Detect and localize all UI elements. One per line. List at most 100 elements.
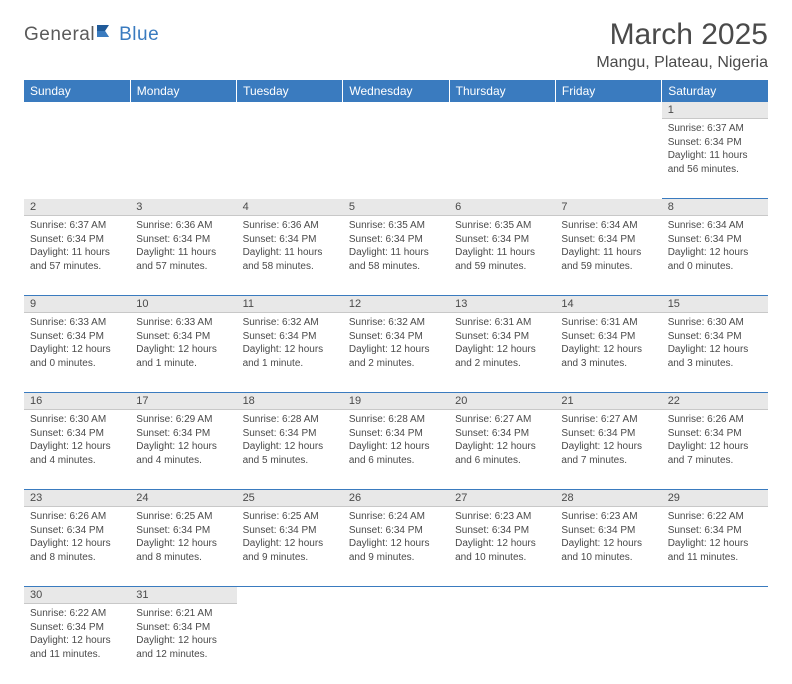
day-number-cell: 30 <box>24 587 130 604</box>
day-content-cell: Sunrise: 6:28 AMSunset: 6:34 PMDaylight:… <box>343 410 449 490</box>
logo: General Blue <box>24 24 159 46</box>
day-number-cell: 12 <box>343 296 449 313</box>
weekday-header: Friday <box>555 80 661 102</box>
day-number-cell <box>449 587 555 604</box>
day-content-cell: Sunrise: 6:28 AMSunset: 6:34 PMDaylight:… <box>237 410 343 490</box>
day-number-cell <box>449 102 555 119</box>
weekday-header: Tuesday <box>237 80 343 102</box>
weekday-header: Thursday <box>449 80 555 102</box>
day-number-cell <box>24 102 130 119</box>
day-content-cell <box>343 604 449 684</box>
day-number-cell: 1 <box>662 102 768 119</box>
day-number-cell <box>555 102 661 119</box>
day-content-cell: Sunrise: 6:32 AMSunset: 6:34 PMDaylight:… <box>237 313 343 393</box>
day-content-cell <box>449 119 555 199</box>
day-content-cell: Sunrise: 6:36 AMSunset: 6:34 PMDaylight:… <box>130 216 236 296</box>
day-number-cell: 2 <box>24 199 130 216</box>
day-content-cell: Sunrise: 6:34 AMSunset: 6:34 PMDaylight:… <box>662 216 768 296</box>
day-number-cell: 27 <box>449 490 555 507</box>
day-number-row: 23242526272829 <box>24 490 768 507</box>
day-number-cell: 14 <box>555 296 661 313</box>
day-content-cell: Sunrise: 6:29 AMSunset: 6:34 PMDaylight:… <box>130 410 236 490</box>
day-number-cell: 5 <box>343 199 449 216</box>
header: General Blue March 2025 Mangu, Plateau, … <box>24 18 768 72</box>
day-number-cell <box>555 587 661 604</box>
day-number-cell <box>237 102 343 119</box>
day-content-cell: Sunrise: 6:26 AMSunset: 6:34 PMDaylight:… <box>24 507 130 587</box>
weekday-header-row: Sunday Monday Tuesday Wednesday Thursday… <box>24 80 768 102</box>
weekday-header: Wednesday <box>343 80 449 102</box>
day-number-cell: 22 <box>662 393 768 410</box>
day-number-cell: 19 <box>343 393 449 410</box>
day-number-cell: 4 <box>237 199 343 216</box>
day-content-row: Sunrise: 6:22 AMSunset: 6:34 PMDaylight:… <box>24 604 768 684</box>
location: Mangu, Plateau, Nigeria <box>596 54 768 72</box>
day-number-row: 1 <box>24 102 768 119</box>
day-content-cell: Sunrise: 6:31 AMSunset: 6:34 PMDaylight:… <box>449 313 555 393</box>
day-content-cell <box>662 604 768 684</box>
day-number-cell: 25 <box>237 490 343 507</box>
day-content-cell: Sunrise: 6:35 AMSunset: 6:34 PMDaylight:… <box>449 216 555 296</box>
day-number-cell: 31 <box>130 587 236 604</box>
day-number-cell: 17 <box>130 393 236 410</box>
day-content-cell <box>24 119 130 199</box>
day-content-cell: Sunrise: 6:27 AMSunset: 6:34 PMDaylight:… <box>449 410 555 490</box>
day-content-cell: Sunrise: 6:35 AMSunset: 6:34 PMDaylight:… <box>343 216 449 296</box>
day-content-row: Sunrise: 6:37 AMSunset: 6:34 PMDaylight:… <box>24 216 768 296</box>
day-content-cell: Sunrise: 6:37 AMSunset: 6:34 PMDaylight:… <box>662 119 768 199</box>
day-content-cell: Sunrise: 6:26 AMSunset: 6:34 PMDaylight:… <box>662 410 768 490</box>
day-number-cell: 18 <box>237 393 343 410</box>
day-number-cell <box>343 102 449 119</box>
weekday-header: Monday <box>130 80 236 102</box>
weekday-header: Saturday <box>662 80 768 102</box>
day-content-cell <box>237 119 343 199</box>
weekday-header: Sunday <box>24 80 130 102</box>
day-number-cell: 20 <box>449 393 555 410</box>
day-number-row: 2345678 <box>24 199 768 216</box>
day-content-cell: Sunrise: 6:31 AMSunset: 6:34 PMDaylight:… <box>555 313 661 393</box>
day-number-row: 16171819202122 <box>24 393 768 410</box>
day-content-cell: Sunrise: 6:21 AMSunset: 6:34 PMDaylight:… <box>130 604 236 684</box>
day-number-cell: 9 <box>24 296 130 313</box>
day-content-cell: Sunrise: 6:22 AMSunset: 6:34 PMDaylight:… <box>24 604 130 684</box>
day-content-cell: Sunrise: 6:23 AMSunset: 6:34 PMDaylight:… <box>555 507 661 587</box>
day-content-cell: Sunrise: 6:27 AMSunset: 6:34 PMDaylight:… <box>555 410 661 490</box>
day-number-cell: 28 <box>555 490 661 507</box>
day-number-cell: 21 <box>555 393 661 410</box>
day-content-cell: Sunrise: 6:33 AMSunset: 6:34 PMDaylight:… <box>130 313 236 393</box>
day-content-row: Sunrise: 6:30 AMSunset: 6:34 PMDaylight:… <box>24 410 768 490</box>
day-number-cell: 23 <box>24 490 130 507</box>
day-content-cell: Sunrise: 6:25 AMSunset: 6:34 PMDaylight:… <box>130 507 236 587</box>
day-number-cell: 8 <box>662 199 768 216</box>
day-content-cell <box>555 119 661 199</box>
day-content-cell: Sunrise: 6:36 AMSunset: 6:34 PMDaylight:… <box>237 216 343 296</box>
day-content-cell <box>130 119 236 199</box>
day-number-cell: 24 <box>130 490 236 507</box>
day-number-cell: 6 <box>449 199 555 216</box>
day-content-cell <box>343 119 449 199</box>
day-content-cell <box>237 604 343 684</box>
flag-icon <box>97 23 119 44</box>
day-content-row: Sunrise: 6:37 AMSunset: 6:34 PMDaylight:… <box>24 119 768 199</box>
day-content-cell: Sunrise: 6:23 AMSunset: 6:34 PMDaylight:… <box>449 507 555 587</box>
day-number-cell: 10 <box>130 296 236 313</box>
day-content-cell: Sunrise: 6:34 AMSunset: 6:34 PMDaylight:… <box>555 216 661 296</box>
day-content-cell: Sunrise: 6:22 AMSunset: 6:34 PMDaylight:… <box>662 507 768 587</box>
day-content-cell: Sunrise: 6:37 AMSunset: 6:34 PMDaylight:… <box>24 216 130 296</box>
day-content-cell: Sunrise: 6:25 AMSunset: 6:34 PMDaylight:… <box>237 507 343 587</box>
calendar-table: Sunday Monday Tuesday Wednesday Thursday… <box>24 80 768 684</box>
day-content-cell: Sunrise: 6:33 AMSunset: 6:34 PMDaylight:… <box>24 313 130 393</box>
day-number-cell <box>237 587 343 604</box>
day-content-cell: Sunrise: 6:32 AMSunset: 6:34 PMDaylight:… <box>343 313 449 393</box>
day-number-cell: 29 <box>662 490 768 507</box>
day-content-cell <box>449 604 555 684</box>
day-number-cell: 3 <box>130 199 236 216</box>
logo-text-general: General <box>24 24 95 46</box>
day-number-cell <box>130 102 236 119</box>
day-content-row: Sunrise: 6:33 AMSunset: 6:34 PMDaylight:… <box>24 313 768 393</box>
title-block: March 2025 Mangu, Plateau, Nigeria <box>596 18 768 72</box>
day-content-row: Sunrise: 6:26 AMSunset: 6:34 PMDaylight:… <box>24 507 768 587</box>
day-content-cell <box>555 604 661 684</box>
day-number-cell: 16 <box>24 393 130 410</box>
day-number-cell: 7 <box>555 199 661 216</box>
